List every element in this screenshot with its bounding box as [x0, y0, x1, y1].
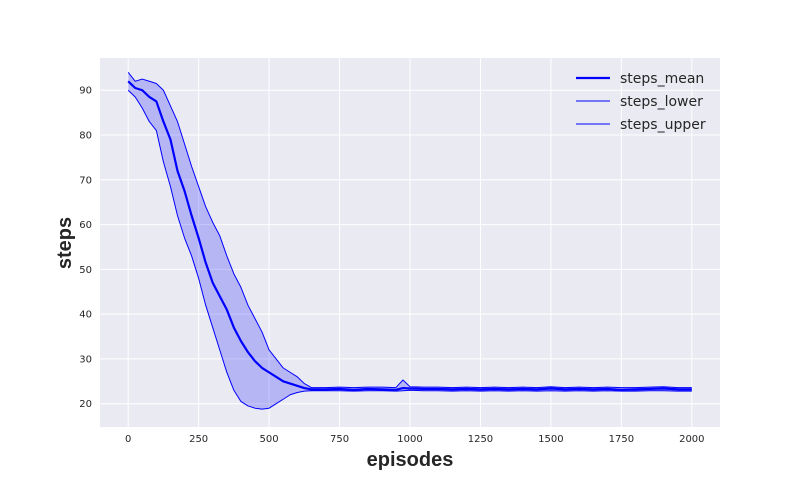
y-tick-label: 30: [79, 354, 92, 365]
legend-label-lower: steps_lower: [620, 94, 703, 110]
x-tick-label: 1000: [397, 434, 422, 445]
x-tick-label: 1750: [609, 434, 634, 445]
x-tick-label: 500: [260, 434, 279, 445]
x-axis-label: episodes: [367, 449, 454, 471]
x-tick-label: 250: [189, 434, 208, 445]
steps-upper-line: [127, 72, 692, 389]
x-tick-label: 1500: [538, 434, 563, 445]
y-tick-label: 60: [79, 220, 92, 231]
y-tick-label: 40: [79, 310, 92, 321]
tick-labels: 0 250 500 750 1000 1250 1500 1750 2000 20 30 40 50 60…: [79, 86, 704, 445]
y-tick-label: 50: [79, 265, 92, 276]
x-tick-label: 1250: [468, 434, 493, 445]
legend-label-upper: steps_upper: [620, 117, 706, 133]
y-axis-label: steps: [54, 217, 76, 269]
grid-lines: [100, 58, 720, 427]
x-tick-label: 2000: [679, 434, 704, 445]
legend: steps_mean steps_lower steps_upper: [576, 71, 706, 133]
steps-lower-line: [127, 89, 692, 410]
series-layer: [127, 72, 692, 410]
y-tick-label: 70: [79, 175, 92, 186]
x-tick-label: 0: [125, 434, 131, 445]
y-tick-label: 90: [79, 86, 92, 97]
x-tick-label: 750: [330, 434, 349, 445]
legend-label-mean: steps_mean: [620, 71, 704, 87]
steps-mean-line: [127, 80, 692, 391]
y-tick-label: 20: [79, 399, 92, 410]
y-tick-label: 80: [79, 131, 92, 142]
